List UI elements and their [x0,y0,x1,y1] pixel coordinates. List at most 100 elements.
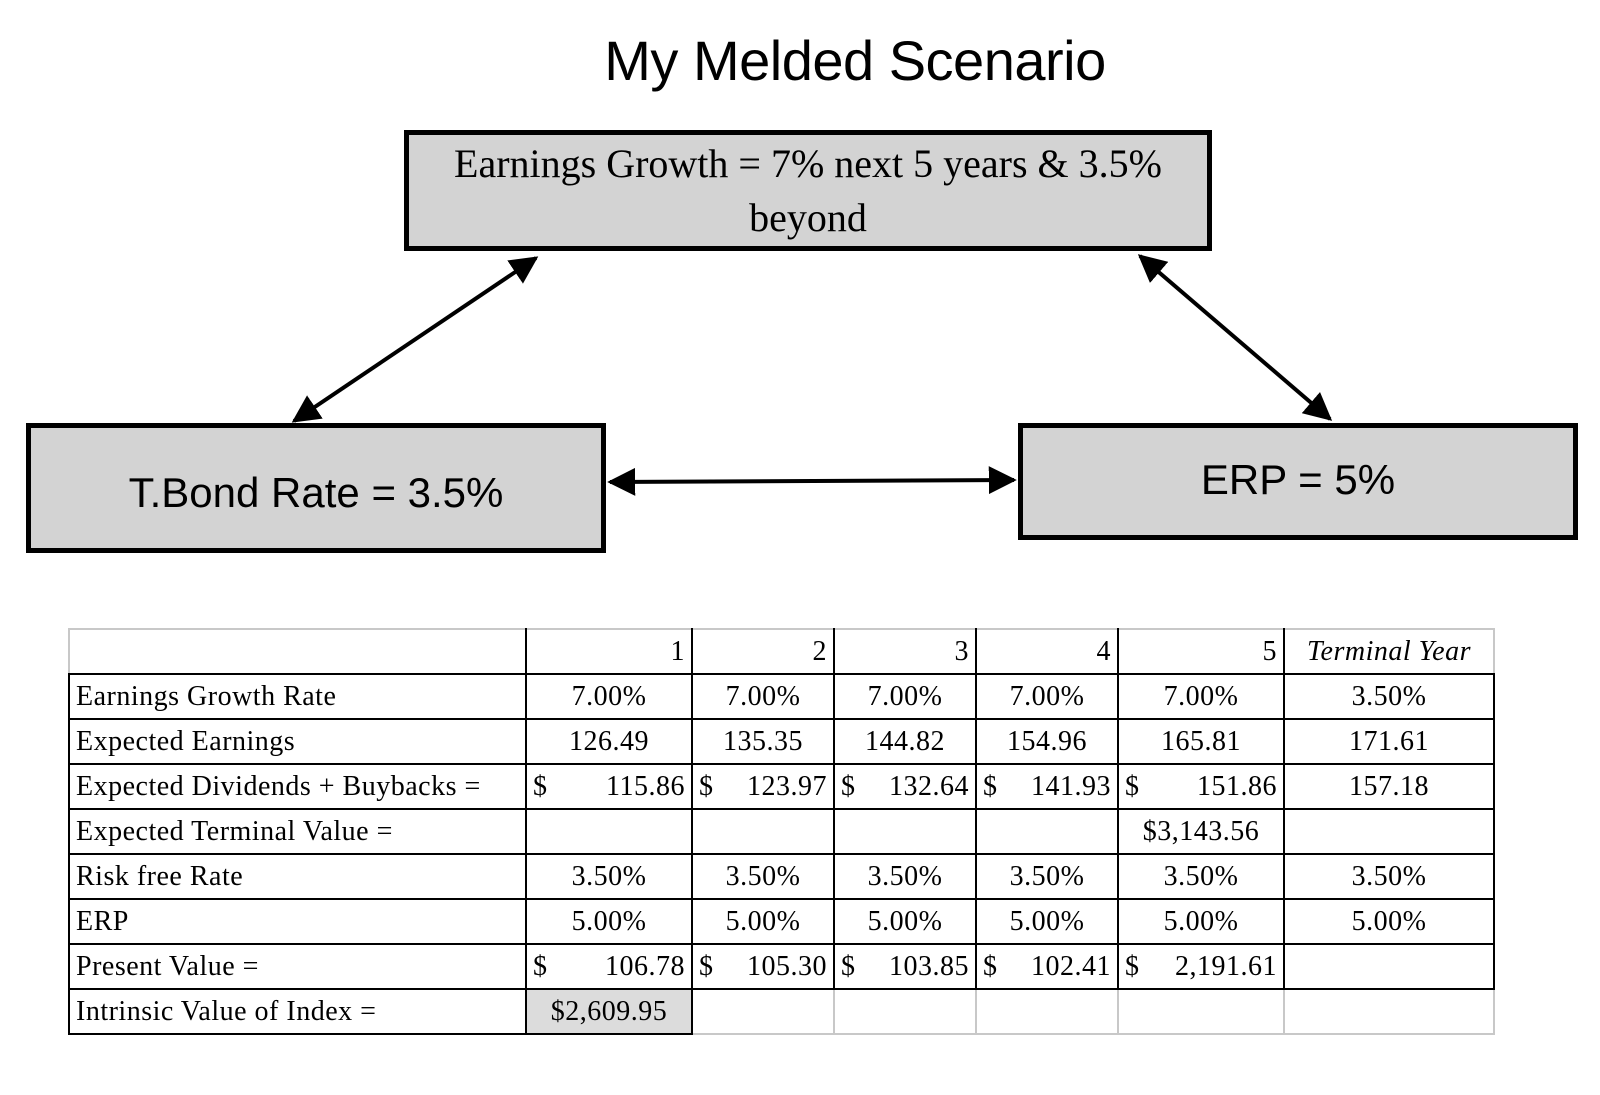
table-cell: 5.00% [1117,898,1285,945]
table-cell [1283,808,1495,855]
table-row: Intrinsic Value of Index = $2,609.95 [68,988,1495,1035]
arrow-tbond-erp [607,466,1017,496]
amount: 123.97 [747,770,827,802]
header-year-1: 1 [525,628,693,675]
table-cell: 157.18 [1283,763,1495,810]
header-year-2: 2 [691,628,835,675]
table-row: Expected Terminal Value = $3,143.56 [68,808,1495,855]
table-cell: 135.35 [691,718,835,765]
table-cell: 144.82 [833,718,977,765]
table-cell: $103.85 [833,943,977,990]
amount: 132.64 [889,770,969,802]
erp-text: ERP = 5% [1200,455,1396,503]
earnings-growth-text: Earnings Growth = 7% next 5 years & 3.5%… [454,140,1162,240]
table-row: Expected Dividends + Buybacks = $115.86 … [68,763,1495,810]
table-cell [525,808,693,855]
currency-symbol: $ [841,950,856,982]
table-cell: 7.00% [975,673,1119,720]
row-label: Intrinsic Value of Index = [68,988,527,1035]
amount: 105.30 [747,950,827,982]
amount: 103.85 [889,950,969,982]
table-cell: 5.00% [525,898,693,945]
row-label: Risk free Rate [68,853,527,900]
currency-symbol: $ [983,950,998,982]
currency-symbol: $ [841,770,856,802]
amount: 102.41 [1031,950,1111,982]
table-cell: 7.00% [833,673,977,720]
table-row: ERP 5.00% 5.00% 5.00% 5.00% 5.00% 5.00% [68,898,1495,945]
currency-symbol: $ [699,770,714,802]
table-cell [833,808,977,855]
header-terminal-year: Terminal Year [1283,628,1495,675]
row-label: Present Value = [68,943,527,990]
table-cell: $151.86 [1117,763,1285,810]
table-cell: 171.61 [1283,718,1495,765]
table-cell: 7.00% [1117,673,1285,720]
table-cell: 3.50% [975,853,1119,900]
table-cell [833,988,977,1035]
valuation-table: 1 2 3 4 5 Terminal Year Earnings Growth … [68,628,1495,1035]
table-cell: $115.86 [525,763,693,810]
erp-box: ERP = 5% [1018,423,1578,540]
table-cell: $105.30 [691,943,835,990]
table-cell: 5.00% [1283,898,1495,945]
arrow-earnings-erp [1137,254,1333,421]
amount: 141.93 [1031,770,1111,802]
arrow-earnings-tbond [291,256,539,423]
table-cell [1283,988,1495,1035]
earnings-growth-box: Earnings Growth = 7% next 5 years & 3.5%… [404,130,1212,251]
intrinsic-value-cell: $2,609.95 [525,988,693,1035]
table-cell: $102.41 [975,943,1119,990]
tbond-rate-text: T.Bond Rate = 3.5% [128,469,504,516]
table-cell: 3.50% [691,853,835,900]
table-header-row: 1 2 3 4 5 Terminal Year [68,628,1495,675]
page-title: My Melded Scenario [604,29,1106,92]
row-label: Earnings Growth Rate [68,673,527,720]
table-cell: 3.50% [1283,853,1495,900]
header-year-5: 5 [1117,628,1285,675]
header-year-4: 4 [975,628,1119,675]
currency-symbol: $ [533,950,548,982]
table-cell: $141.93 [975,763,1119,810]
table-cell: 7.00% [525,673,693,720]
amount: 151.86 [1197,770,1277,802]
table-cell: 7.00% [691,673,835,720]
currency-symbol: $ [699,950,714,982]
row-label: ERP [68,898,527,945]
amount: 2,191.61 [1175,950,1277,982]
row-label: Expected Dividends + Buybacks = [68,763,527,810]
table-cell: 165.81 [1117,718,1285,765]
table-cell: $2,191.61 [1117,943,1285,990]
table-cell: $106.78 [525,943,693,990]
table-row: Present Value = $106.78 $105.30 $103.85 … [68,943,1495,990]
table-cell: 3.50% [525,853,693,900]
amount: 115.86 [606,770,685,802]
tbond-rate-box: T.Bond Rate = 3.5% [26,423,606,553]
table-cell: $123.97 [691,763,835,810]
currency-symbol: $ [1125,770,1140,802]
table-row: Risk free Rate 3.50% 3.50% 3.50% 3.50% 3… [68,853,1495,900]
row-label: Expected Terminal Value = [68,808,527,855]
table-cell [975,988,1119,1035]
table-cell [1283,943,1495,990]
row-label: Expected Earnings [68,718,527,765]
header-year-3: 3 [833,628,977,675]
table-cell: 154.96 [975,718,1119,765]
table-cell: 5.00% [833,898,977,945]
currency-symbol: $ [983,770,998,802]
table-row: Expected Earnings 126.49 135.35 144.82 1… [68,718,1495,765]
table-cell: 5.00% [691,898,835,945]
table-cell: 126.49 [525,718,693,765]
table-cell [975,808,1119,855]
table-cell [691,808,835,855]
currency-symbol: $ [533,770,548,802]
table-cell [1117,988,1285,1035]
table-cell: 3.50% [1117,853,1285,900]
amount: 106.78 [605,950,685,982]
table-cell: 3.50% [1283,673,1495,720]
table-cell: 5.00% [975,898,1119,945]
table-cell: 3.50% [833,853,977,900]
header-blank [68,628,527,675]
table-cell: $132.64 [833,763,977,810]
